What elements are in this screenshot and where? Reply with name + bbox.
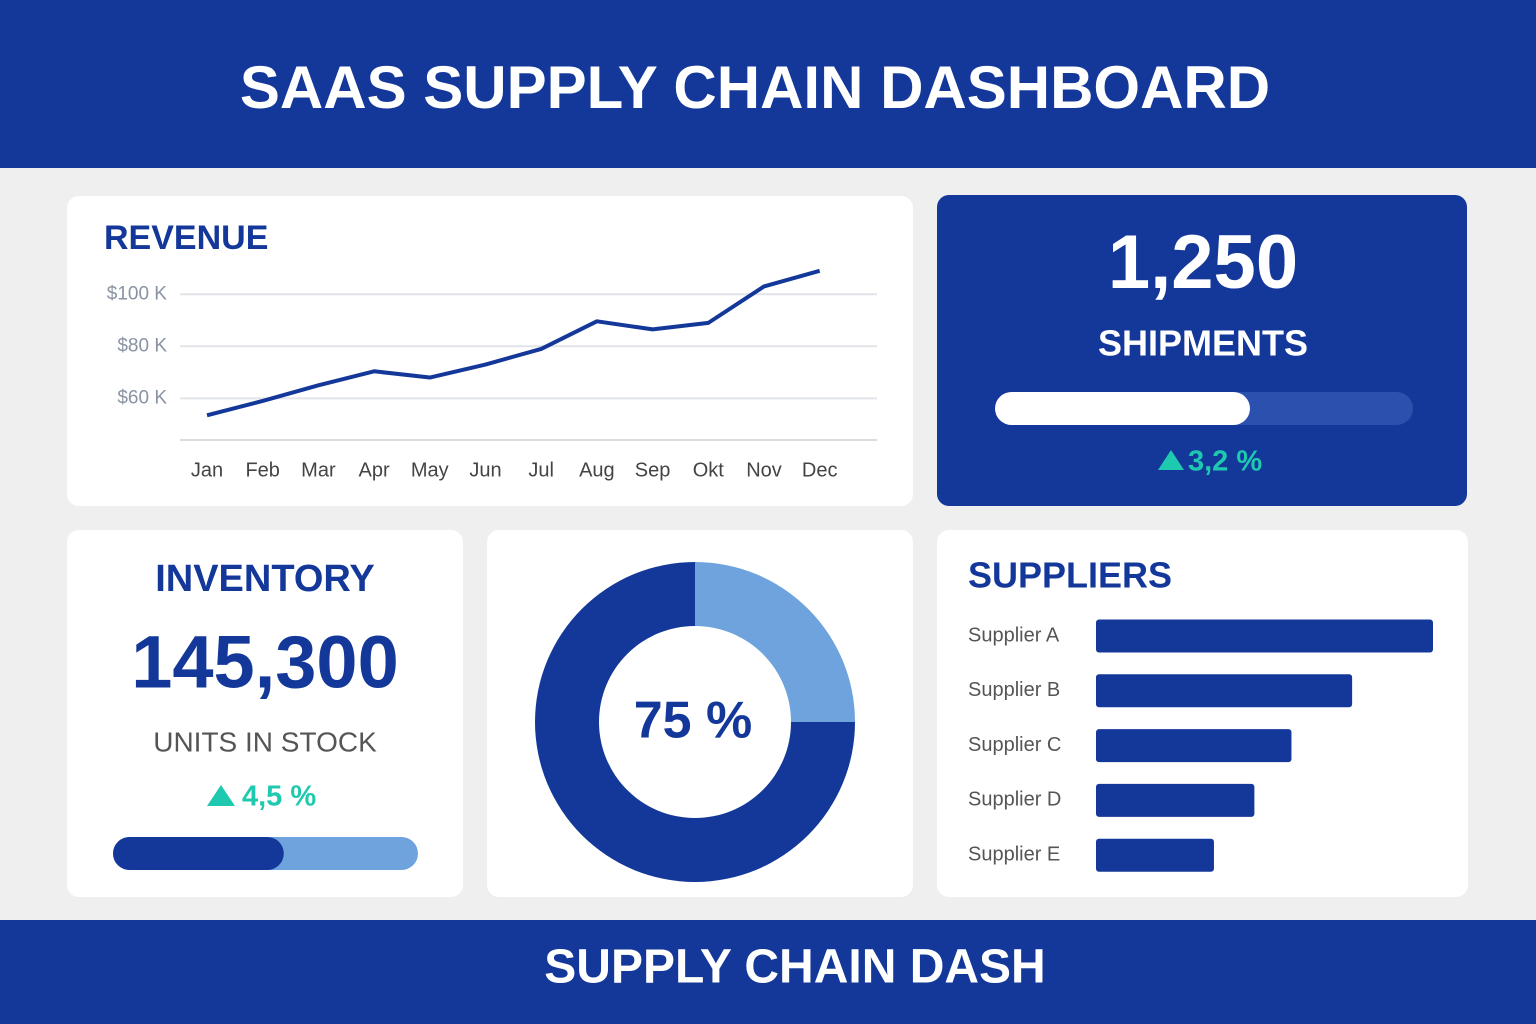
shipments-value: 1,250 bbox=[1108, 220, 1298, 305]
x-tick-label: Jan bbox=[191, 459, 223, 481]
x-tick-label: Feb bbox=[245, 459, 279, 481]
bar-label: Supplier B bbox=[968, 679, 1060, 701]
revenue-line bbox=[206, 268, 821, 418]
y-tick-label: $60 K bbox=[117, 387, 167, 408]
footer-bar bbox=[0, 920, 1536, 1024]
donut-segment bbox=[535, 562, 855, 882]
x-tick-label: Nov bbox=[746, 459, 782, 481]
x-tick-label: Dec bbox=[802, 459, 838, 481]
bar bbox=[1096, 619, 1433, 653]
x-tick-label: Apr bbox=[359, 459, 390, 481]
inventory-card bbox=[67, 530, 463, 897]
bar bbox=[1096, 838, 1214, 872]
suppliers-title: SUPPLIERS bbox=[968, 555, 1172, 596]
shipments-progress bbox=[995, 392, 1250, 425]
bar-label: Supplier A bbox=[968, 624, 1060, 646]
bar bbox=[1096, 674, 1353, 708]
shipments-label: SHIPMENTS bbox=[1098, 323, 1308, 364]
footer-title: SUPPLY CHAIN DASH bbox=[544, 941, 1045, 994]
y-tick-label: $80 K bbox=[117, 335, 167, 356]
bar bbox=[1096, 729, 1292, 763]
header-bar bbox=[0, 0, 1536, 168]
shipments-change: 3,2 % bbox=[1188, 446, 1262, 478]
donut-center-label: 75 % bbox=[634, 692, 753, 750]
revenue-card bbox=[67, 196, 913, 506]
bar-label: Supplier C bbox=[968, 734, 1061, 756]
bar-label: Supplier D bbox=[968, 789, 1061, 811]
bar bbox=[1096, 783, 1255, 817]
bar-label: Supplier E bbox=[968, 843, 1060, 865]
x-tick-label: Aug bbox=[579, 459, 615, 481]
y-tick-label: $100 K bbox=[107, 283, 168, 304]
x-tick-label: Jul bbox=[528, 459, 554, 481]
inventory-change: 4,5 % bbox=[242, 781, 316, 813]
inventory-label: UNITS IN STOCK bbox=[153, 726, 377, 757]
x-tick-label: Sep bbox=[635, 459, 671, 481]
inventory-value: 145,300 bbox=[131, 621, 399, 704]
x-tick-label: Mar bbox=[301, 459, 336, 481]
up-arrow bbox=[1158, 450, 1184, 470]
x-tick-label: Jun bbox=[469, 459, 501, 481]
x-tick-label: Okt bbox=[693, 459, 725, 481]
revenue-title: REVENUE bbox=[104, 219, 268, 257]
inventory-progress bbox=[113, 837, 284, 870]
header-title: SAAS SUPPLY CHAIN DASHBOARD bbox=[240, 54, 1270, 121]
inventory-title: INVENTORY bbox=[155, 558, 375, 600]
shipments-card bbox=[937, 195, 1467, 506]
x-tick-label: May bbox=[411, 459, 449, 481]
up-arrow bbox=[207, 785, 235, 806]
donut-segment bbox=[695, 562, 855, 722]
